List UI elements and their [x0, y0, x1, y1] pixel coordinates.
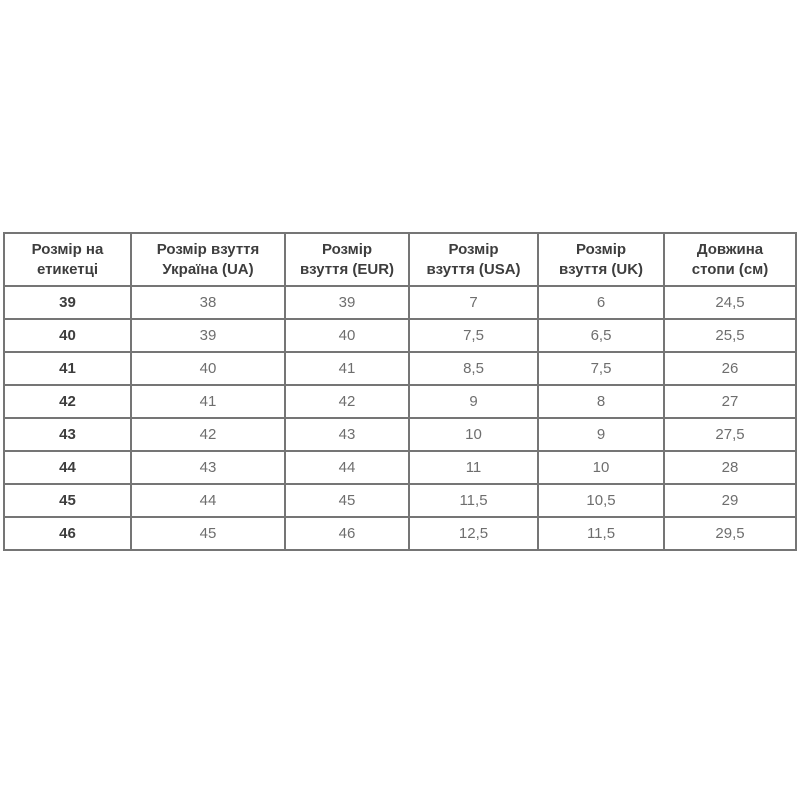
cell-label-size: 46: [3, 516, 132, 551]
header-cell-ua-size: Розмір взуття Україна (UA): [130, 232, 286, 287]
cell-foot-length: 27,5: [663, 417, 797, 452]
header-line: Розмір: [575, 241, 627, 258]
cell-ua-size: 40: [130, 351, 286, 386]
table-row: 42 41 42 9 8 27: [3, 384, 797, 419]
table-row: 43 42 43 10 9 27,5: [3, 417, 797, 452]
header-line: Україна (UA): [162, 260, 254, 278]
cell-label-size: 42: [3, 384, 132, 419]
cell-ua-size: 39: [130, 318, 286, 353]
header-line: Розмір: [448, 241, 499, 258]
header-line: стопи (см): [691, 260, 769, 278]
table-row: 44 43 44 11 10 28: [3, 450, 797, 485]
table-row: 46 45 46 12,5 11,5 29,5: [3, 516, 797, 551]
header-line: взуття (EUR): [299, 260, 395, 278]
cell-uk-size: 6,5: [537, 318, 665, 353]
cell-uk-size: 10,5: [537, 483, 665, 518]
cell-uk-size: 11,5: [537, 516, 665, 551]
header-cell-foot-length: Довжина стопи (см): [663, 232, 797, 287]
table-row: 40 39 40 7,5 6,5 25,5: [3, 318, 797, 353]
header-cell-label-size: Розмір на етикетці: [3, 232, 132, 287]
cell-label-size: 40: [3, 318, 132, 353]
header-cell-eur-size: Розмір взуття (EUR): [284, 232, 410, 287]
cell-label-size: 41: [3, 351, 132, 386]
cell-eur-size: 42: [284, 384, 410, 419]
cell-eur-size: 43: [284, 417, 410, 452]
cell-ua-size: 44: [130, 483, 286, 518]
cell-foot-length: 29: [663, 483, 797, 518]
cell-eur-size: 45: [284, 483, 410, 518]
cell-foot-length: 26: [663, 351, 797, 386]
header-line: взуття (UK): [558, 260, 644, 278]
cell-label-size: 45: [3, 483, 132, 518]
cell-foot-length: 29,5: [663, 516, 797, 551]
header-line: етикетці: [36, 260, 99, 278]
header-line: Розмір на: [31, 241, 104, 258]
cell-ua-size: 45: [130, 516, 286, 551]
cell-ua-size: 41: [130, 384, 286, 419]
header-line: взуття (USA): [426, 260, 521, 278]
cell-usa-size: 12,5: [408, 516, 539, 551]
cell-foot-length: 28: [663, 450, 797, 485]
header-line: Розмір: [321, 241, 373, 258]
cell-label-size: 44: [3, 450, 132, 485]
cell-foot-length: 25,5: [663, 318, 797, 353]
table-row: 45 44 45 11,5 10,5 29: [3, 483, 797, 518]
cell-usa-size: 9: [408, 384, 539, 419]
cell-usa-size: 11: [408, 450, 539, 485]
cell-ua-size: 42: [130, 417, 286, 452]
cell-usa-size: 8,5: [408, 351, 539, 386]
cell-eur-size: 39: [284, 285, 410, 320]
cell-uk-size: 6: [537, 285, 665, 320]
cell-foot-length: 27: [663, 384, 797, 419]
table-row: 39 38 39 7 6 24,5: [3, 285, 797, 320]
cell-eur-size: 46: [284, 516, 410, 551]
cell-uk-size: 8: [537, 384, 665, 419]
cell-uk-size: 9: [537, 417, 665, 452]
cell-usa-size: 11,5: [408, 483, 539, 518]
header-line: Довжина: [696, 241, 764, 258]
header-line: Розмір взуття: [156, 241, 260, 258]
cell-ua-size: 43: [130, 450, 286, 485]
cell-eur-size: 44: [284, 450, 410, 485]
cell-eur-size: 41: [284, 351, 410, 386]
cell-uk-size: 7,5: [537, 351, 665, 386]
cell-usa-size: 7,5: [408, 318, 539, 353]
cell-uk-size: 10: [537, 450, 665, 485]
table-row: 41 40 41 8,5 7,5 26: [3, 351, 797, 386]
shoe-size-conversion-table: Розмір на етикетці Розмір взуття Україна…: [3, 232, 797, 551]
header-cell-usa-size: Розмір взуття (USA): [408, 232, 539, 287]
header-cell-uk-size: Розмір взуття (UK): [537, 232, 665, 287]
cell-label-size: 39: [3, 285, 132, 320]
table-header-row: Розмір на етикетці Розмір взуття Україна…: [3, 232, 797, 287]
cell-label-size: 43: [3, 417, 132, 452]
cell-eur-size: 40: [284, 318, 410, 353]
cell-usa-size: 7: [408, 285, 539, 320]
cell-foot-length: 24,5: [663, 285, 797, 320]
cell-usa-size: 10: [408, 417, 539, 452]
cell-ua-size: 38: [130, 285, 286, 320]
